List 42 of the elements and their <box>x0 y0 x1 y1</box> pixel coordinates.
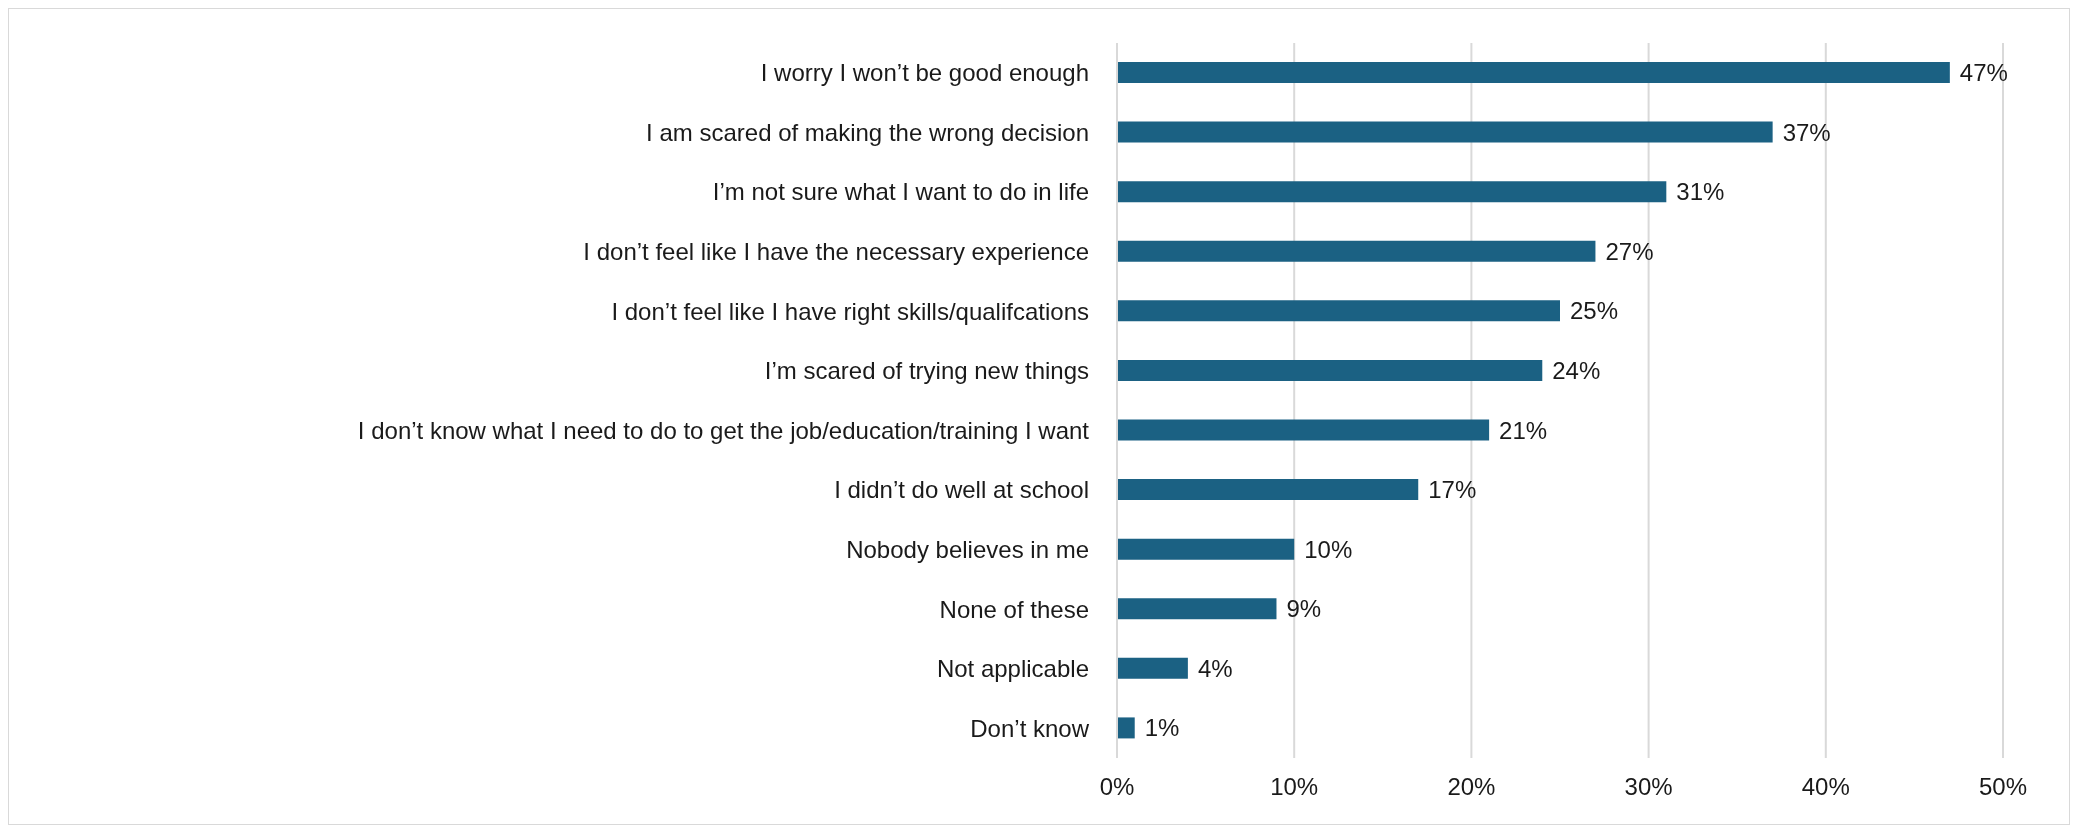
y-tick-label: I don’t know what I need to do to get the job/education/training I want <box>357 416 1090 444</box>
data-label: 17% <box>1428 476 1477 504</box>
y-tick-label: I don’t feel like I have right skills/qualifcations <box>611 297 1089 325</box>
data-label: 24% <box>1552 356 1601 384</box>
data-label: 31% <box>1676 178 1725 206</box>
bar <box>1117 538 1295 560</box>
data-label: 10% <box>1304 535 1353 563</box>
x-tick-label: 10% <box>1270 773 1319 801</box>
y-tick-label: Nobody believes in me <box>846 535 1089 563</box>
bar <box>1117 121 1773 143</box>
y-tick-label: I didn’t do well at school <box>834 476 1089 504</box>
y-tick-label: Not applicable <box>936 655 1089 683</box>
data-label: 21% <box>1499 416 1548 444</box>
y-tick-label: I worry I won’t be good enough <box>760 59 1089 87</box>
bar <box>1117 181 1667 203</box>
data-label: 9% <box>1286 595 1322 623</box>
y-tick-label: I am scared of making the wrong decision <box>646 118 1089 146</box>
data-label: 27% <box>1605 237 1654 265</box>
bar <box>1117 359 1543 381</box>
x-tick-label: 40% <box>1801 773 1850 801</box>
data-label: 4% <box>1197 654 1233 682</box>
bar <box>1117 717 1135 739</box>
bar <box>1117 657 1188 679</box>
data-label: 37% <box>1782 118 1831 146</box>
x-tick-label: 30% <box>1624 773 1673 801</box>
bar <box>1117 62 1950 83</box>
y-tick-label: I’m scared of trying new things <box>764 357 1089 385</box>
bar <box>1117 598 1277 620</box>
x-tick-label: 20% <box>1447 773 1496 801</box>
y-tick-label: I don’t feel like I have the necessary experience <box>583 238 1089 266</box>
bar <box>1117 240 1596 262</box>
data-label: 47% <box>1959 59 2008 86</box>
bar <box>1117 300 1560 322</box>
x-tick-label: 0% <box>1099 773 1135 801</box>
y-tick-label: None of these <box>939 595 1089 623</box>
bar <box>1117 419 1490 441</box>
data-label: 25% <box>1570 297 1619 325</box>
bar <box>1117 479 1419 501</box>
y-tick-label: Don’t know <box>970 714 1090 742</box>
data-label: 1% <box>1144 714 1180 742</box>
x-tick-label: 50% <box>1978 773 2028 801</box>
y-tick-label: I’m not sure what I want to do in life <box>712 178 1089 206</box>
